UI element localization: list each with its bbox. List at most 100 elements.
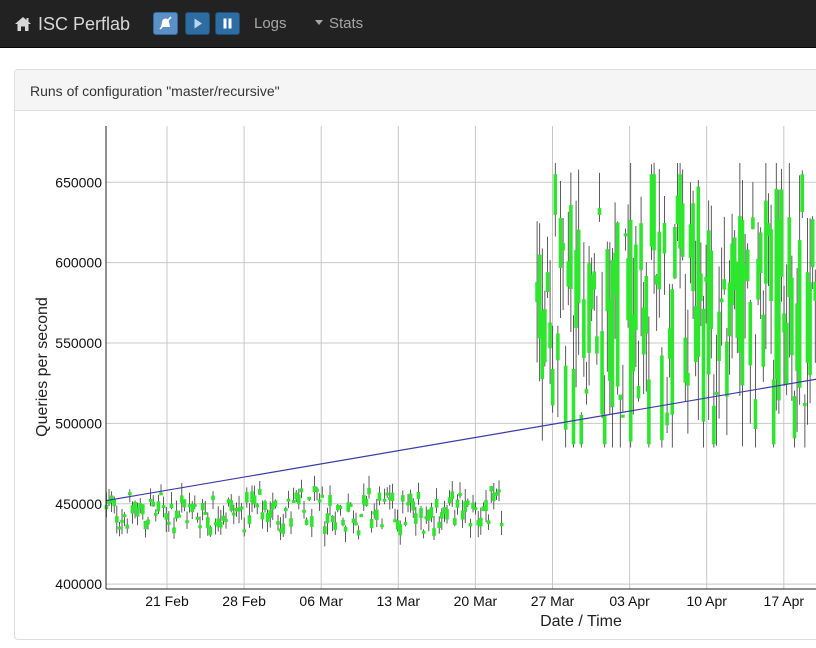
candle-body [484, 500, 488, 512]
candle-body [706, 230, 711, 375]
candle-body [574, 249, 578, 329]
x-tick-label: 28 Feb [222, 593, 266, 609]
candle-body [263, 501, 267, 511]
candle-body [148, 498, 153, 502]
candle-body [195, 516, 200, 520]
candle-body [639, 223, 643, 271]
candle-body [349, 503, 353, 507]
candle-body [180, 495, 184, 503]
candle-body [571, 368, 576, 445]
candle-body [351, 518, 356, 524]
candle-body [447, 497, 452, 504]
candle-body [589, 274, 594, 310]
candle-body [753, 399, 758, 430]
candle-body [382, 498, 387, 502]
candle-body [143, 520, 148, 530]
candle-body [276, 521, 280, 525]
candle-body [738, 216, 742, 353]
candle-body [419, 507, 423, 519]
candle-body [112, 499, 117, 507]
candle-body [751, 217, 755, 230]
candle-body [709, 250, 714, 329]
candle-body [364, 498, 369, 506]
candle-body [177, 514, 182, 518]
candle-body [537, 254, 542, 339]
candle-body [156, 501, 161, 512]
candle-body [434, 499, 439, 508]
candle-body [252, 495, 257, 505]
candle-body [691, 203, 695, 292]
candle-body [479, 517, 483, 527]
candle-body [450, 491, 455, 499]
candle-body [388, 496, 392, 500]
candle-body [216, 518, 221, 528]
candle-body [421, 530, 426, 534]
candle-body [273, 500, 278, 507]
candle-body [686, 372, 690, 386]
x-tick-label: 13 Mar [377, 593, 421, 609]
candle-body [224, 518, 228, 522]
x-tick-label: 20 Mar [454, 593, 498, 609]
candle-body [398, 524, 403, 536]
candle-body [486, 520, 491, 525]
candle-body [748, 302, 753, 366]
candle-body [582, 299, 586, 359]
candle-body [302, 509, 306, 513]
candle-body [553, 174, 558, 215]
candle-body [543, 309, 547, 363]
candle-body [372, 511, 377, 515]
candle-body [756, 258, 760, 300]
candle-body [626, 258, 630, 321]
candle-body [790, 277, 794, 356]
candle-body [587, 263, 591, 353]
candle-body [229, 500, 234, 511]
candle-body [164, 513, 169, 520]
candle-body [380, 524, 384, 528]
candle-body [608, 299, 612, 381]
nav-logs-link[interactable]: Logs [254, 15, 287, 32]
candle-body [343, 526, 348, 532]
candle-body [717, 311, 721, 361]
chart-tick-labels: 400000 450000 500000 550000 600000 650000 21 F… [55, 174, 804, 609]
candle-body [777, 219, 781, 401]
candle-body [494, 492, 499, 496]
candle-body [291, 500, 296, 504]
trend-line [106, 378, 816, 502]
brand-link[interactable]: ISC Perflab [14, 12, 130, 36]
top-navbar: ISC Perflab Logs Stats [0, 0, 816, 48]
candle-body [548, 322, 552, 349]
candle-body [414, 513, 418, 524]
candle-body [281, 523, 286, 534]
brand-title: ISC Perflab [38, 13, 131, 34]
candle-body [310, 516, 314, 527]
pause-icon [223, 18, 232, 29]
candle-body [208, 527, 213, 536]
candle-body [416, 491, 421, 500]
candle-body [745, 249, 750, 282]
candle-body [133, 501, 137, 510]
candle-body [260, 512, 265, 520]
candle-body [226, 499, 231, 504]
candle-body [182, 499, 187, 508]
candle-body [680, 203, 685, 257]
candle-body [602, 414, 607, 445]
candle-body [615, 222, 620, 387]
candle-body [740, 219, 745, 386]
candle-body [115, 516, 119, 523]
y-tick-label: 400000 [55, 576, 102, 592]
pause-button[interactable] [215, 12, 240, 35]
candle-body [362, 495, 366, 505]
candle-body [660, 355, 664, 441]
panel-title: Runs of configuration "master/recursive" [30, 83, 280, 99]
candle-body [307, 496, 312, 500]
candle-body [665, 412, 669, 426]
candle-body [315, 488, 319, 492]
candle-body [141, 504, 145, 515]
candle-body [732, 237, 737, 290]
play-button[interactable] [185, 12, 210, 35]
candle-body [771, 379, 776, 445]
nav-stats-dropdown[interactable]: Stats [315, 15, 363, 32]
paused-indicator-button[interactable] [153, 12, 178, 35]
candle-body [250, 491, 254, 503]
